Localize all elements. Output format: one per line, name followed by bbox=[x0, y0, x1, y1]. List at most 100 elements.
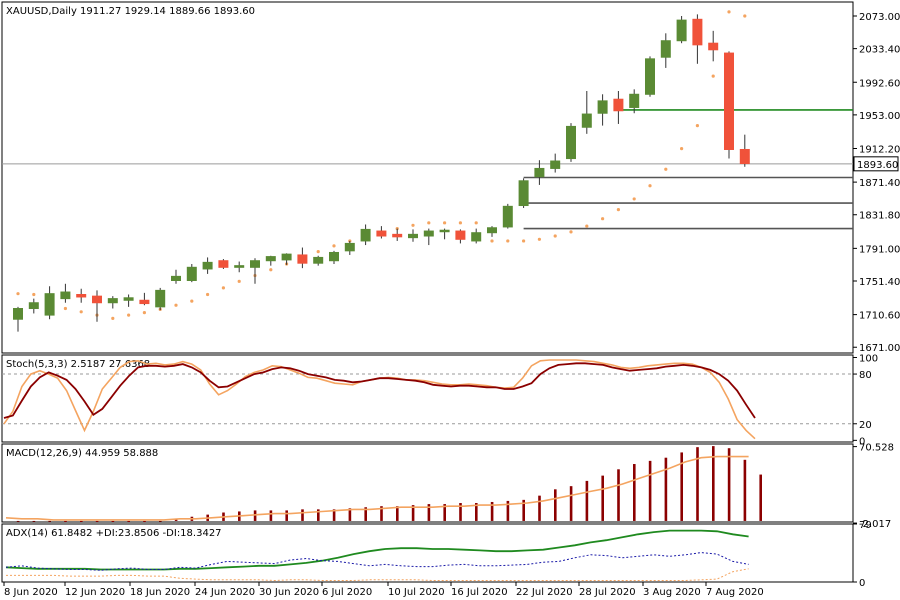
x-axis-tick-label: 3 Aug 2020 bbox=[643, 587, 701, 598]
macd-histogram-bar bbox=[301, 509, 304, 521]
stoch-axis-tick-label: 20 bbox=[859, 420, 872, 431]
parabolic-sar-dot bbox=[111, 316, 115, 320]
macd-histogram-bar bbox=[380, 506, 383, 521]
stoch-axis-tick-label: 80 bbox=[859, 370, 872, 381]
adx-title: ADX(14) 61.8482 +DI:23.8506 -DI:18.3427 bbox=[6, 528, 222, 539]
parabolic-sar-dot bbox=[79, 310, 83, 314]
current-price-box bbox=[853, 156, 899, 172]
candle-body bbox=[487, 227, 497, 234]
macd-histogram-bar bbox=[143, 520, 146, 522]
candle-body bbox=[708, 42, 719, 51]
parabolic-sar-dot bbox=[695, 123, 700, 128]
plus-di-line bbox=[5, 552, 749, 571]
x-axis-tick-label: 8 Jun 2020 bbox=[4, 587, 58, 598]
candle-body bbox=[313, 256, 324, 264]
price-axis-tick-label: 2073.00 bbox=[859, 12, 900, 23]
macd-histogram-bar bbox=[64, 520, 67, 522]
macd-histogram-bar bbox=[601, 475, 604, 521]
candle-body bbox=[218, 260, 229, 268]
candle-body bbox=[724, 52, 734, 150]
candle-body bbox=[250, 260, 260, 268]
parabolic-sar-dot bbox=[664, 167, 668, 171]
macd-histogram-bar bbox=[712, 446, 715, 521]
macd-histogram-bar bbox=[174, 518, 178, 521]
candle-body bbox=[297, 254, 308, 264]
parabolic-sar-dot bbox=[601, 217, 605, 221]
parabolic-sar-dot bbox=[553, 234, 557, 238]
x-axis-tick-label: 22 Jul 2020 bbox=[516, 587, 573, 598]
candle-body bbox=[281, 253, 292, 261]
candle-body bbox=[76, 294, 87, 298]
macd-histogram-bar bbox=[680, 452, 683, 521]
macd-histogram-bar bbox=[396, 506, 399, 521]
macd-histogram-bar bbox=[443, 504, 446, 521]
macd-histogram-bar bbox=[759, 474, 762, 521]
price-axis-tick-label: 1953.00 bbox=[859, 111, 900, 122]
parabolic-sar-dot bbox=[316, 250, 320, 254]
macd-histogram-bar bbox=[127, 520, 130, 522]
macd-histogram-bar bbox=[48, 520, 51, 522]
candle-body bbox=[329, 251, 339, 262]
parabolic-sar-dot bbox=[63, 306, 67, 311]
macd-histogram-bar bbox=[253, 510, 257, 521]
parabolic-sar-dot bbox=[332, 244, 336, 248]
x-axis-tick-label: 10 Jul 2020 bbox=[388, 587, 445, 598]
macd-histogram-bar bbox=[411, 505, 415, 521]
macd-histogram-bar bbox=[743, 459, 747, 521]
macd-histogram-bar bbox=[696, 447, 699, 521]
parabolic-sar-dot bbox=[221, 286, 225, 290]
macd-signal-line bbox=[5, 455, 749, 521]
x-axis-tick-label: 18 Jun 2020 bbox=[130, 587, 190, 598]
x-axis-tick-label: 24 Jun 2020 bbox=[195, 587, 255, 598]
macd-histogram-bar bbox=[459, 503, 462, 521]
x-axis-tick-label: 30 Jun 2020 bbox=[259, 587, 319, 598]
macd-histogram-bar bbox=[332, 509, 336, 521]
candle-body bbox=[660, 40, 671, 58]
x-axis-tick-label: 6 Jul 2020 bbox=[322, 587, 372, 598]
x-axis-tick-label: 12 Jun 2020 bbox=[65, 587, 125, 598]
candle-body bbox=[392, 233, 403, 238]
parabolic-sar-dot bbox=[458, 221, 462, 225]
parabolic-sar-dot bbox=[522, 239, 526, 243]
macd-histogram-bar bbox=[585, 480, 589, 521]
parabolic-sar-dot bbox=[427, 221, 431, 225]
candle-body bbox=[44, 293, 55, 316]
candle-body bbox=[107, 298, 118, 304]
price-axis-tick-label: 1671.00 bbox=[859, 343, 900, 354]
parabolic-sar-dot bbox=[411, 223, 415, 227]
macd-axis-tick-label: -2.017 bbox=[859, 519, 891, 530]
candle-body bbox=[550, 160, 561, 169]
macd-histogram-bar bbox=[538, 495, 541, 521]
macd-histogram-bar bbox=[32, 520, 36, 522]
current-price-label: 1893.60 bbox=[857, 160, 898, 171]
macd-histogram-bar bbox=[364, 507, 367, 521]
macd-histogram-bar bbox=[159, 520, 162, 522]
candle-body bbox=[202, 261, 213, 270]
parabolic-sar-dot bbox=[490, 239, 494, 243]
adx-axis-tick-label: 0 bbox=[859, 578, 865, 589]
candle-body bbox=[13, 308, 23, 320]
candle-body bbox=[28, 302, 39, 310]
macd-histogram-bar bbox=[664, 457, 668, 521]
macd-histogram-bar bbox=[490, 501, 494, 521]
parabolic-sar-dot bbox=[585, 224, 589, 228]
macd-histogram-bar bbox=[317, 509, 320, 521]
price-axis-tick-label: 1912.20 bbox=[859, 144, 900, 155]
candle-body bbox=[423, 230, 434, 237]
macd-histogram-bar bbox=[80, 520, 83, 522]
parabolic-sar-dot bbox=[474, 221, 478, 225]
candle-body bbox=[171, 275, 181, 281]
macd-axis-tick-label: 70.528 bbox=[859, 443, 894, 454]
parabolic-sar-dot bbox=[190, 299, 194, 303]
price-axis-tick-label: 1751.40 bbox=[859, 277, 900, 288]
candle-body bbox=[502, 205, 513, 228]
parabolic-sar-dot bbox=[206, 292, 210, 297]
candle-body bbox=[186, 266, 197, 281]
macd-histogram-bar bbox=[111, 520, 115, 522]
price-axis-tick-label: 2033.40 bbox=[859, 45, 900, 56]
parabolic-sar-dot bbox=[569, 230, 573, 234]
candle-body bbox=[597, 100, 608, 114]
stoch-axis-tick-label: 0 bbox=[859, 436, 865, 447]
parabolic-sar-dot bbox=[506, 239, 510, 243]
